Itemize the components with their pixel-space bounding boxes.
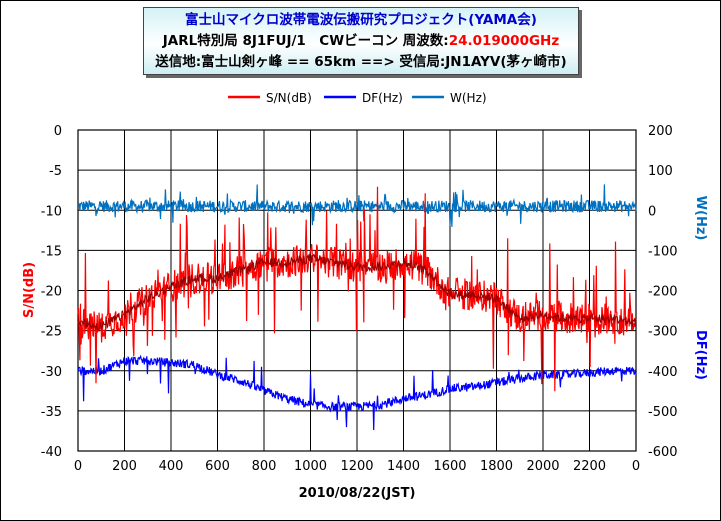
y-left-axis-label: S/N(dB)	[22, 262, 37, 318]
x-tick-label: 2000	[526, 459, 559, 474]
y-right-tick-label: -100	[648, 244, 678, 259]
series-line-df	[77, 354, 637, 431]
legend-label: W(Hz)	[450, 91, 487, 105]
y-left-tick-label: -15	[41, 244, 62, 259]
x-tick-label: 1200	[340, 459, 373, 474]
x-tick-label: 0	[632, 459, 640, 474]
plot-area	[77, 129, 637, 452]
y-left-tick-label: -20	[41, 285, 62, 300]
x-axis-label: 2010/08/22(JST)	[299, 486, 416, 501]
x-tick-label: 1400	[387, 459, 420, 474]
title-line-1: 富士山マイクロ波帯電波伝搬研究プロジェクト(YAMA会)	[185, 12, 537, 28]
title-line-2-prefix: JARL特別局 8J1FUJ/1 CWビーコン 周波数:	[162, 33, 449, 49]
x-tick-label: 1000	[294, 459, 327, 474]
y-right-tick-label: 200	[648, 124, 673, 139]
x-tick-label: 1600	[433, 459, 466, 474]
series-trend-sn	[77, 253, 637, 332]
title-line-2: JARL特別局 8J1FUJ/1 CWビーコン 周波数:24.019000GHz	[144, 32, 578, 50]
x-tick-label: 200	[112, 459, 137, 474]
legend-label: S/N(dB)	[266, 91, 312, 105]
series-line-w	[77, 184, 637, 227]
x-tick-label: 800	[252, 459, 277, 474]
y-right-tick-label: -500	[648, 405, 678, 420]
y-right-tick-label: 100	[648, 164, 673, 179]
legend-label: DF(Hz)	[362, 91, 403, 105]
x-tick-label: 2200	[573, 459, 606, 474]
x-tick-label: 0	[74, 459, 82, 474]
x-tick-label: 600	[205, 459, 230, 474]
y-right-tick-label: -300	[648, 325, 678, 340]
y-left-tick-label: -30	[41, 365, 62, 380]
frequency-value: 24.019000GHz	[448, 33, 560, 49]
y-left-tick-label: -10	[41, 204, 62, 219]
y-left-tick-label: -40	[41, 445, 62, 460]
y-right-axis-label-top: W(Hz)	[693, 196, 708, 241]
y-right-tick-label: -600	[648, 445, 678, 460]
y-left-tick-label: -35	[41, 405, 62, 420]
y-right-axis-label-bottom: DF(Hz)	[693, 330, 708, 380]
y-right-tick-label: 0	[648, 204, 656, 219]
title-line-3: 送信地:富士山剣ヶ峰 == 65km ==> 受信局:JN1AYV(茅ヶ崎市)	[155, 54, 567, 70]
x-tick-label: 1800	[480, 459, 513, 474]
title-box: 富士山マイクロ波帯電波伝搬研究プロジェクト(YAMA会) JARL特別局 8J1…	[143, 7, 579, 75]
y-left-tick-label: -25	[41, 325, 62, 340]
y-left-tick-label: 0	[54, 124, 62, 139]
y-right-tick-label: -200	[648, 285, 678, 300]
y-left-tick-label: -5	[49, 164, 62, 179]
x-tick-label: 400	[159, 459, 184, 474]
y-right-tick-label: -400	[648, 365, 678, 380]
